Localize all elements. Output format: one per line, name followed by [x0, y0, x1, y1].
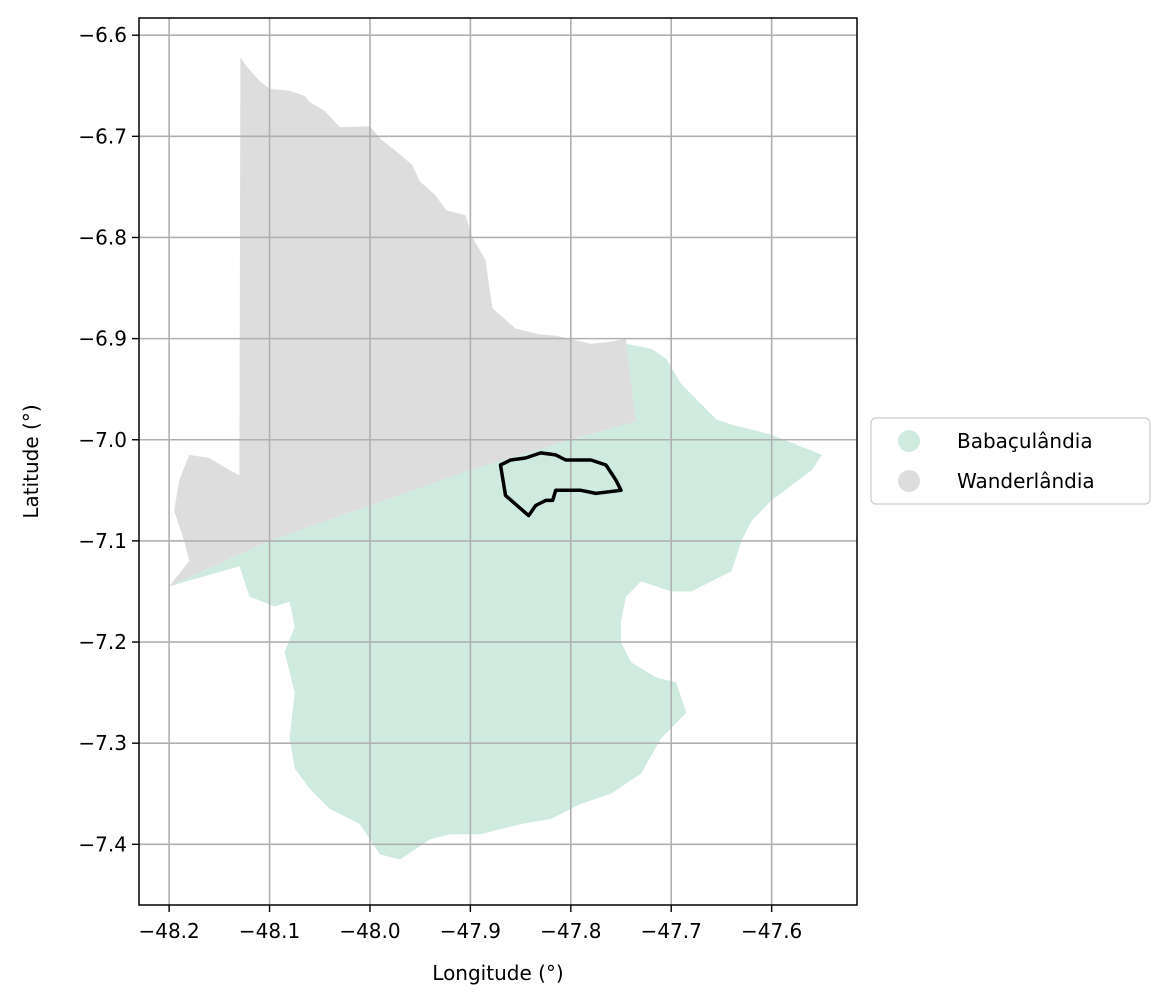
plot-frame: [138, 17, 858, 906]
y-tick-label-7: −7.3: [78, 731, 127, 755]
y-tick-label-6: −7.2: [78, 630, 127, 654]
y-tick-label-4: −7.0: [78, 428, 127, 452]
region-wanderlandia: [169, 57, 637, 587]
x-tick-label-1: −48.1: [239, 919, 300, 943]
x-axis-label: Longitude (°): [432, 961, 563, 985]
legend-box: [870, 417, 1151, 505]
x-tick-label-0: −48.2: [138, 919, 199, 943]
ticks-layer: −48.2 −48.1 −48.0 −47.9 −47.8 −47.7 −47.6 −6.6 −…: [78, 23, 802, 943]
legend-marker-wanderlandia: [898, 470, 920, 492]
legend: Babaçulândia Wanderlândia: [870, 417, 1151, 505]
x-tick-label-2: −48.0: [339, 919, 400, 943]
y-tick-label-1: −6.7: [78, 124, 127, 148]
x-tick-label-5: −47.7: [641, 919, 702, 943]
regions-layer: [169, 57, 822, 860]
y-axis-label: Latitude (°): [19, 404, 43, 518]
x-tick-label-3: −47.9: [440, 919, 501, 943]
outline-layer: [498, 451, 623, 518]
legend-marker-babaculandia: [898, 430, 920, 452]
y-tick-label-3: −6.9: [78, 327, 127, 351]
y-tick-label-2: −6.8: [78, 225, 127, 249]
outline-boundary: [498, 451, 623, 518]
y-tick-label-0: −6.6: [78, 23, 127, 47]
x-tick-label-4: −47.8: [540, 919, 601, 943]
y-tick-label-5: −7.1: [78, 529, 127, 553]
x-tick-label-6: −47.6: [741, 919, 802, 943]
legend-label-wanderlandia: Wanderlândia: [957, 469, 1095, 493]
region-babaculandia: [169, 343, 822, 860]
legend-label-babaculandia: Babaçulândia: [957, 429, 1093, 453]
y-tick-label-8: −7.4: [78, 832, 127, 856]
